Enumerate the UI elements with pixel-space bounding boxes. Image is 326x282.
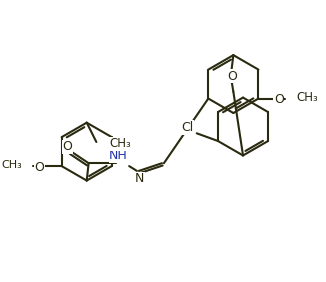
Text: CH₃: CH₃	[296, 91, 318, 104]
Text: O: O	[228, 70, 237, 83]
Text: Cl: Cl	[181, 121, 193, 134]
Text: CH₃: CH₃	[110, 137, 132, 150]
Text: O: O	[35, 160, 44, 173]
Text: CH₃: CH₃	[1, 160, 22, 170]
Text: N: N	[135, 172, 144, 185]
Text: O: O	[274, 93, 284, 106]
Text: NH: NH	[109, 149, 128, 162]
Text: O: O	[63, 140, 72, 153]
